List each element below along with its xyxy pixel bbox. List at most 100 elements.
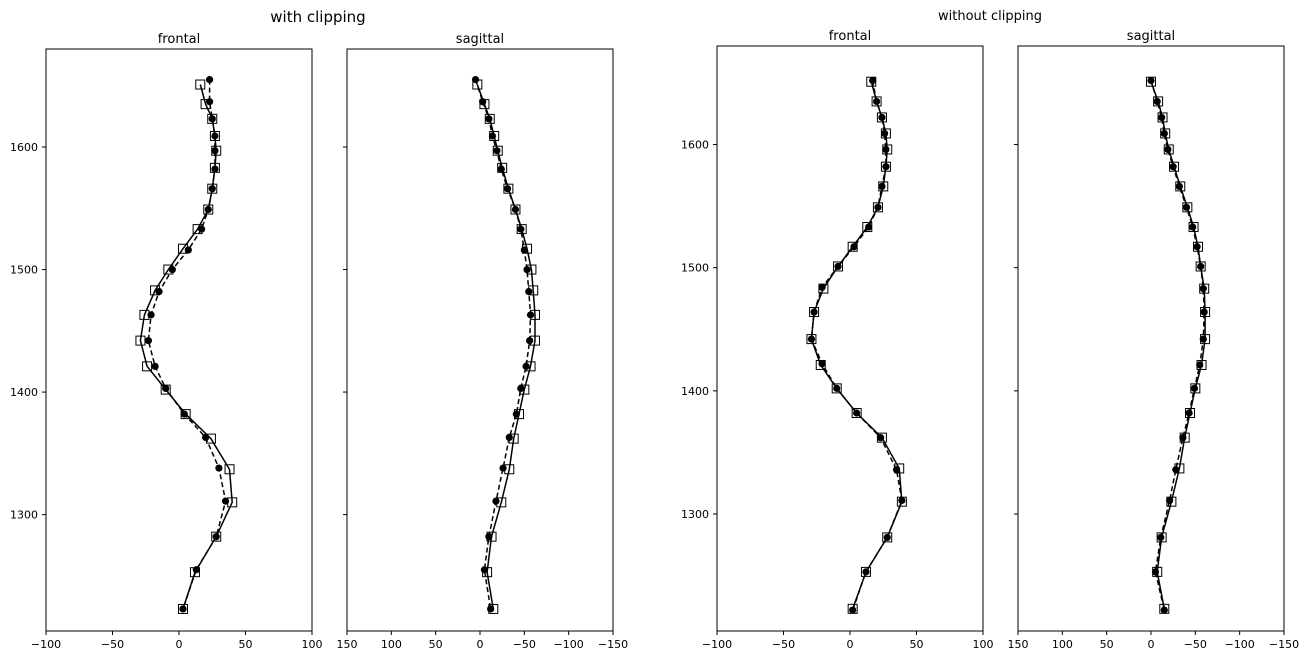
x-tick-label: −100 xyxy=(554,638,584,651)
point-marker-circle xyxy=(1190,384,1199,392)
point-marker-circle xyxy=(1160,606,1168,614)
point-marker-circle xyxy=(876,434,885,442)
point-marker-circle xyxy=(850,243,858,251)
point-marker-circle xyxy=(878,113,886,122)
point-marker-square xyxy=(203,204,214,215)
point-marker-circle xyxy=(892,466,901,474)
x-tick-label: 0 xyxy=(847,638,854,651)
point-marker-circle xyxy=(522,362,530,370)
point-marker-circle xyxy=(485,533,493,541)
point-marker-square xyxy=(871,96,882,107)
point-marker-square xyxy=(177,603,188,614)
point-marker-circle xyxy=(1164,145,1172,154)
point-marker-circle xyxy=(818,283,826,291)
point-marker-square xyxy=(860,566,871,577)
point-marker-circle xyxy=(882,145,890,154)
point-marker-circle xyxy=(204,205,212,214)
axes-frame xyxy=(45,48,313,632)
x-tick-label: 50 xyxy=(910,638,924,651)
point-marker-square xyxy=(851,408,862,419)
point-marker-circle xyxy=(1196,361,1204,369)
panel-0: frontal −100 −50 0 50 100 1300 1400 1500 1600 xyxy=(10,32,323,651)
y-tick-label: 1400 xyxy=(681,385,709,398)
point-marker-circle xyxy=(505,433,513,442)
point-marker-circle xyxy=(1175,182,1183,190)
point-marker-circle xyxy=(882,163,890,171)
point-marker-square xyxy=(833,261,844,272)
panel-2: frontal −100 −50 0 50 100 1300 1400 1500 1600 xyxy=(681,29,994,651)
point-marker-circle xyxy=(192,566,200,574)
point-marker-circle xyxy=(212,533,220,541)
point-marker-circle xyxy=(517,384,525,392)
point-marker-circle xyxy=(168,265,176,274)
axes-frame xyxy=(1017,45,1285,632)
x-tick-label: 50 xyxy=(1100,638,1114,651)
x-tick-label: 100 xyxy=(302,638,323,651)
series-line-0 xyxy=(1150,81,1206,609)
x-tick-label: −50 xyxy=(1184,638,1207,651)
series-line-1 xyxy=(810,80,903,611)
point-marker-circle xyxy=(865,223,873,231)
point-marker-circle xyxy=(517,225,525,233)
point-marker-circle xyxy=(202,433,210,442)
point-marker-circle xyxy=(512,410,520,418)
point-marker-circle xyxy=(211,147,219,155)
point-marker-circle xyxy=(862,568,870,576)
point-marker-circle xyxy=(1158,113,1166,122)
point-marker-circle xyxy=(162,384,170,392)
series-line-1 xyxy=(147,79,227,610)
y-tick-label: 1300 xyxy=(681,508,709,521)
point-marker-circle xyxy=(1166,496,1174,505)
point-marker-circle xyxy=(211,165,219,173)
point-marker-circle xyxy=(1179,434,1187,442)
point-marker-circle xyxy=(526,311,535,319)
y-tick-label: 1600 xyxy=(10,141,38,154)
point-marker-circle xyxy=(492,497,500,505)
point-marker-circle xyxy=(151,362,159,370)
point-marker-circle xyxy=(208,185,216,193)
point-marker-circle xyxy=(883,533,891,542)
y-tick-label: 1500 xyxy=(681,262,709,275)
point-marker-circle xyxy=(1199,285,1207,293)
point-marker-circle xyxy=(834,262,842,271)
point-marker-circle xyxy=(487,605,495,613)
x-tick-label: −50 xyxy=(513,638,536,651)
x-tick-label: 0 xyxy=(477,638,484,651)
point-marker-square xyxy=(1188,222,1199,233)
point-marker-circle xyxy=(878,182,886,190)
point-marker-circle xyxy=(810,308,818,316)
y-tick-label: 1500 xyxy=(10,264,38,277)
point-marker-circle xyxy=(526,337,534,345)
point-marker-circle xyxy=(211,132,219,140)
x-tick-label: 0 xyxy=(176,638,183,651)
point-marker-square xyxy=(195,79,206,90)
point-marker-square xyxy=(503,183,514,194)
x-tick-label: −150 xyxy=(598,638,628,651)
x-tick-label: 100 xyxy=(1052,638,1073,651)
x-tick-label: −150 xyxy=(1269,638,1299,651)
series-line-0 xyxy=(810,81,903,610)
panel-title: sagittal xyxy=(1127,29,1175,44)
group-title-without-clipping: without clipping xyxy=(938,9,1042,24)
point-marker-circle xyxy=(853,409,861,417)
x-tick-label: 100 xyxy=(381,638,402,651)
point-marker-circle xyxy=(1200,308,1208,316)
point-marker-square xyxy=(882,532,893,543)
point-marker-circle xyxy=(833,384,841,392)
panel-title: frontal xyxy=(829,29,872,44)
point-marker-square xyxy=(872,202,883,213)
point-marker-circle xyxy=(1185,409,1193,417)
point-marker-circle xyxy=(1157,533,1165,542)
point-marker-circle xyxy=(523,265,531,274)
point-marker-square xyxy=(831,383,842,394)
point-marker-circle xyxy=(144,337,153,345)
point-marker-circle xyxy=(1160,129,1168,138)
point-marker-circle xyxy=(221,497,230,505)
x-tick-label: 150 xyxy=(1008,638,1029,651)
x-tick-label: −50 xyxy=(101,638,124,651)
point-marker-circle xyxy=(205,98,214,106)
point-marker-square xyxy=(1156,532,1167,543)
point-marker-circle xyxy=(215,464,223,472)
point-marker-circle xyxy=(849,606,857,614)
